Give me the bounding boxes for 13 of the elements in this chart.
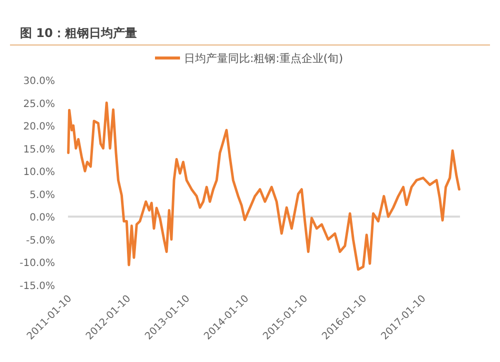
y-tick-label: 15.0%	[23, 144, 55, 156]
y-tick-label: 25.0%	[23, 98, 55, 110]
y-tick-label: 0.0%	[30, 212, 55, 224]
line-series	[67, 102, 460, 271]
y-tick-label: -10.0%	[20, 258, 55, 270]
y-tick-label: -15.0%	[20, 281, 55, 292]
y-tick-label: 20.0%	[23, 122, 55, 133]
chart-title: 图 10：粗钢日均产量	[20, 26, 137, 40]
y-tick-label: 10.0%	[23, 167, 55, 178]
y-tick-label: 5.0%	[30, 190, 55, 201]
y-tick-label: 30.0%	[23, 76, 55, 87]
y-tick-label: -5.0%	[26, 235, 55, 246]
legend-label: 日均产量同比:粗钢:重点企业(旬)	[184, 52, 343, 65]
